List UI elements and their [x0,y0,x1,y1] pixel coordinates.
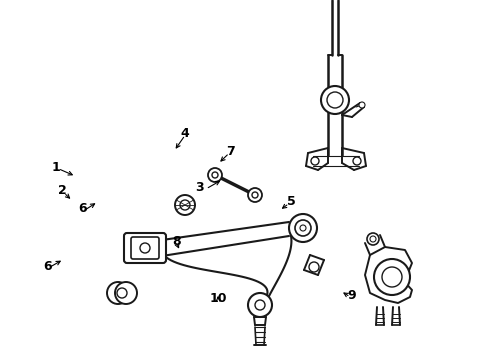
Circle shape [117,288,127,298]
Circle shape [367,233,379,245]
Text: 5: 5 [287,195,296,208]
Text: 3: 3 [196,181,204,194]
Circle shape [208,168,222,182]
Text: 4: 4 [181,127,190,140]
Circle shape [353,157,361,165]
Text: 7: 7 [226,145,235,158]
Circle shape [311,157,319,165]
Text: 8: 8 [172,235,181,248]
Circle shape [175,195,195,215]
Text: 1: 1 [52,161,61,174]
Circle shape [248,188,262,202]
Text: 9: 9 [347,289,356,302]
Circle shape [289,214,317,242]
Circle shape [321,86,349,114]
Circle shape [382,267,402,287]
Circle shape [255,300,265,310]
FancyBboxPatch shape [131,237,159,259]
Text: 6: 6 [44,260,52,273]
Circle shape [115,282,137,304]
Text: 6: 6 [78,202,87,215]
Circle shape [295,220,311,236]
Circle shape [252,192,258,198]
Circle shape [370,236,376,242]
Circle shape [180,200,190,210]
Polygon shape [365,247,412,303]
FancyBboxPatch shape [124,233,166,263]
Circle shape [107,282,129,304]
Text: 10: 10 [209,292,227,305]
Circle shape [327,92,343,108]
Circle shape [374,259,410,295]
Circle shape [248,293,272,317]
Circle shape [359,102,365,108]
Circle shape [309,262,319,272]
Text: 2: 2 [58,184,67,197]
Circle shape [212,172,218,178]
Circle shape [140,243,150,253]
Circle shape [300,225,306,231]
